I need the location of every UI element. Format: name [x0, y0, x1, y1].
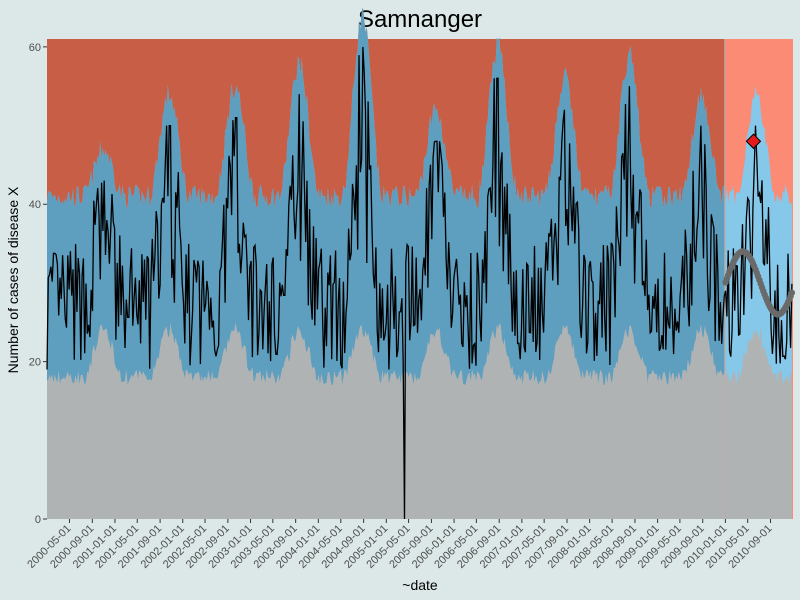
y-tick-label: 20 — [29, 357, 41, 369]
normal-range-band — [47, 7, 725, 386]
y-tick-label: 0 — [35, 514, 41, 526]
forecast-point — [788, 289, 796, 296]
expected-forecast-points — [722, 248, 796, 318]
observed-cases-line — [46, 46, 793, 520]
forecast-baseline-band — [725, 328, 792, 519]
y-tick-label: 60 — [29, 42, 41, 54]
y-axis: 0 20 40 60 — [29, 42, 47, 526]
y-axis-title: Number of cases of disease X — [5, 186, 21, 373]
alert-point — [745, 133, 762, 150]
x-axis-title: ~date — [402, 577, 438, 593]
plot-panel — [46, 7, 796, 520]
alert-threshold-band — [47, 7, 725, 209]
baseline-band — [47, 322, 725, 519]
y-tick-label: 40 — [29, 199, 41, 211]
chart-title: Samnanger — [358, 6, 482, 33]
